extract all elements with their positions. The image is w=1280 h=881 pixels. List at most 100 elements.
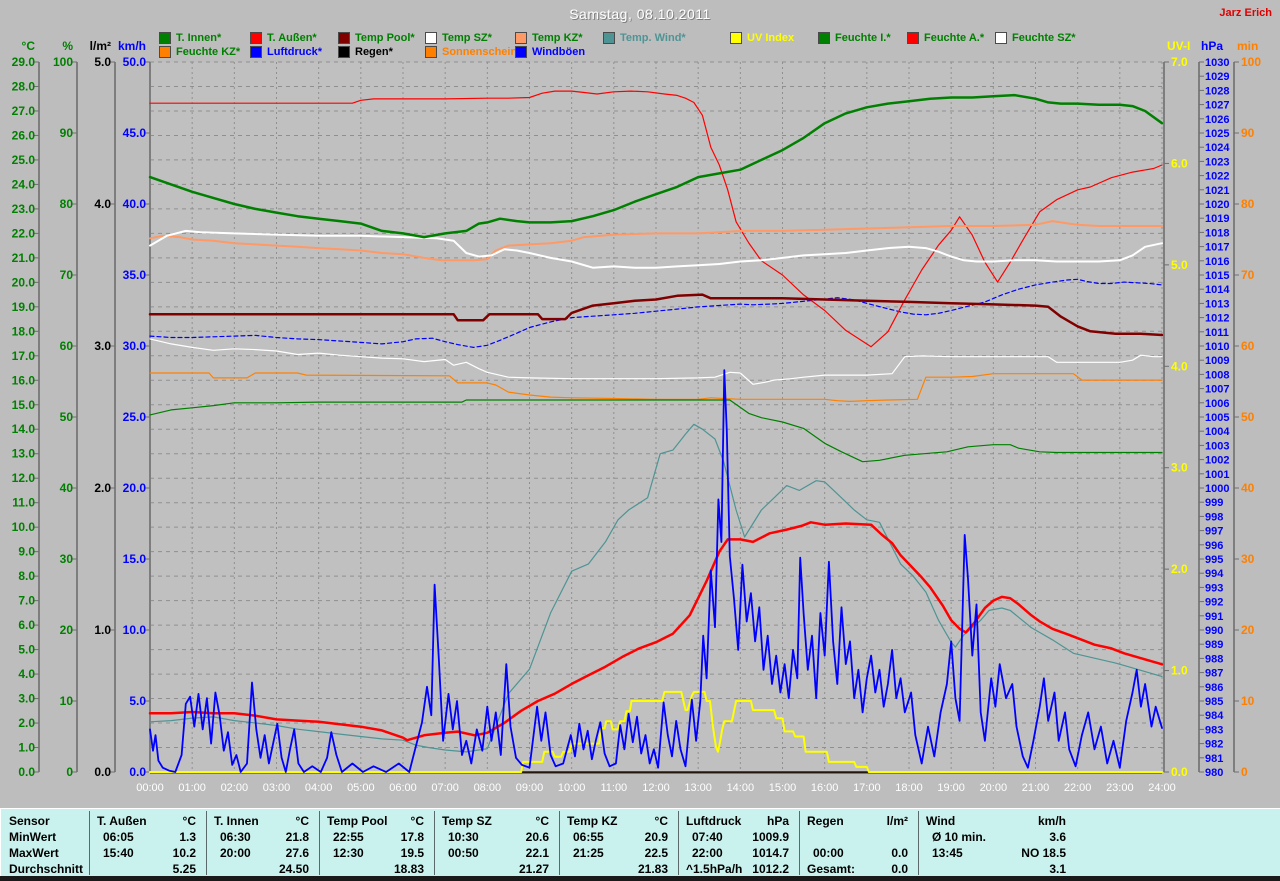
legend-item-temp-pool[interactable]: Temp Pool*: [338, 31, 415, 44]
axis-label-kmh: 25.0: [123, 410, 147, 424]
axis-label-tempC: 28.0: [12, 79, 36, 93]
axis-label-pct: 80: [60, 197, 74, 211]
axis-label-tempC: 6.0: [18, 618, 35, 632]
axis-label-hpa: 990: [1205, 625, 1223, 637]
table-column-separator: [918, 811, 919, 875]
table-avg-value: 21.27: [518, 862, 549, 876]
axis-label-hpa: 1023: [1205, 156, 1229, 168]
axis-header-pct: %: [62, 39, 73, 53]
table-sensor-name: T. Innen: [214, 814, 259, 828]
x-axis-label: 00:00: [136, 782, 164, 794]
x-axis-label: 22:00: [1064, 782, 1092, 794]
axis-label-kmh: 35.0: [123, 268, 147, 282]
table-max-time: 22:00: [692, 846, 723, 860]
table-max-time: 13:45: [932, 846, 963, 860]
axis-label-min: 90: [1241, 126, 1255, 140]
axis-label-tempC: 13.0: [12, 447, 36, 461]
table-min-time: Ø 10 min.: [932, 830, 987, 844]
legend-label: Regen*: [355, 45, 393, 58]
legend-item-uv-index[interactable]: UV Index: [730, 31, 794, 44]
legend-label: UV Index: [747, 31, 795, 44]
legend-item-sonnenschein[interactable]: Sonnenschein: [425, 45, 517, 58]
legend-item-windb-en[interactable]: Windböen: [515, 45, 585, 58]
axis-label-tempC: 20.0: [12, 275, 36, 289]
table-max-value: 27.6: [285, 846, 309, 860]
series-uv_index: [149, 690, 1163, 773]
table-avg-label: ^1.5hPa/h: [686, 862, 743, 876]
axis-label-tempC: 3.0: [18, 692, 35, 706]
table-min-time: 07:40: [692, 830, 723, 844]
axis-label-pct: 10: [60, 694, 74, 708]
axis-header-min: min: [1237, 39, 1258, 53]
x-axis-label: 21:00: [1022, 782, 1050, 794]
legend-item-temp-sz[interactable]: Temp SZ*: [425, 31, 492, 44]
legend-item-regen[interactable]: Regen*: [338, 45, 393, 58]
axis-label-tempC: 25.0: [12, 153, 36, 167]
table-min-value: 1009.9: [752, 830, 789, 844]
axis-label-hpa: 982: [1205, 739, 1223, 751]
statistics-table: Sensor MinWert MaxWert Durchschnitt T. Außen…: [0, 808, 1280, 877]
table-min-value: 1.3: [179, 830, 196, 844]
axis-label-lm2: 3.0: [94, 339, 111, 353]
legend-item-temp-wind[interactable]: Temp. Wind*: [603, 31, 686, 44]
x-axis-label: 18:00: [895, 782, 923, 794]
legend-item-t-innen[interactable]: T. Innen*: [159, 31, 221, 44]
axis-header-kmh: km/h: [118, 39, 146, 53]
table-sensor-name: Temp Pool: [327, 814, 388, 828]
table-sensor-unit: l/m²: [886, 814, 908, 828]
axis-label-tempC: 1.0: [18, 741, 35, 755]
axis-label-kmh: 0.0: [129, 765, 146, 779]
legend-label: Temp. Wind*: [620, 31, 686, 44]
table-sensor-unit: °C: [295, 814, 309, 828]
axis-label-hpa: 1021: [1205, 185, 1229, 197]
legend-swatch-icon: [425, 45, 437, 58]
series-feuchte_a: [149, 90, 1163, 348]
table-sensor-name: Regen: [807, 814, 844, 828]
table-max-value: 19.5: [400, 846, 424, 860]
legend-item-luftdruck[interactable]: Luftdruck*: [250, 45, 322, 58]
axis-label-tempC: 11.0: [12, 496, 35, 510]
axis-label-min: 40: [1241, 481, 1255, 495]
axis-label-uv: 5.0: [1171, 258, 1188, 272]
legend-item-t-au-en[interactable]: T. Außen*: [250, 31, 317, 44]
legend-label: Sonnenschein: [442, 45, 518, 58]
axis-label-hpa: 1014: [1205, 284, 1230, 296]
table-column-separator: [206, 811, 207, 875]
series-temp_pool: [148, 293, 1164, 337]
legend-item-feuchte-i[interactable]: Feuchte I.*: [818, 31, 891, 44]
table-max-time: 00:00: [813, 846, 844, 860]
x-axis-label: 24:00: [1148, 782, 1176, 794]
legend-item-feuchte-a[interactable]: Feuchte A.*: [907, 31, 984, 44]
legend-swatch-icon: [159, 45, 171, 58]
x-axis-label: 19:00: [937, 782, 965, 794]
x-axis-label: 02:00: [221, 782, 249, 794]
axis-label-hpa: 1008: [1205, 369, 1229, 381]
legend-item-feuchte-sz[interactable]: Feuchte SZ*: [995, 31, 1076, 44]
table-max-value: 0.0: [891, 846, 908, 860]
legend-label: Temp KZ*: [532, 31, 583, 44]
series-feuchte_i: [149, 399, 1163, 463]
x-axis-label: 06:00: [389, 782, 417, 794]
table-column-separator: [434, 811, 435, 875]
axis-label-kmh: 40.0: [123, 197, 147, 211]
axis-label-kmh: 5.0: [129, 694, 146, 708]
legend-label: Feuchte SZ*: [1012, 31, 1076, 44]
axis-label-pct: 20: [60, 623, 74, 637]
legend-swatch-icon: [159, 31, 171, 44]
table-sensor-unit: °C: [410, 814, 424, 828]
axis-label-pct: 50: [60, 410, 74, 424]
legend-swatch-icon: [250, 31, 262, 44]
table-avg-value: 0.0: [891, 862, 908, 876]
legend-item-temp-kz[interactable]: Temp KZ*: [515, 31, 583, 44]
axis-label-lm2: 4.0: [94, 197, 111, 211]
axis-label-hpa: 1022: [1205, 171, 1229, 183]
x-axis-label: 04:00: [305, 782, 333, 794]
axis-label-min: 70: [1241, 268, 1255, 282]
x-axis-label: 10:00: [558, 782, 586, 794]
axis-header-tempC: °C: [22, 39, 36, 53]
axis-label-hpa: 980: [1205, 767, 1223, 779]
axis-label-hpa: 1017: [1205, 242, 1229, 254]
legend-item-feuchte-kz[interactable]: Feuchte KZ*: [159, 45, 240, 58]
table-max-time: 20:00: [220, 846, 251, 860]
legend-label: Temp SZ*: [442, 31, 492, 44]
